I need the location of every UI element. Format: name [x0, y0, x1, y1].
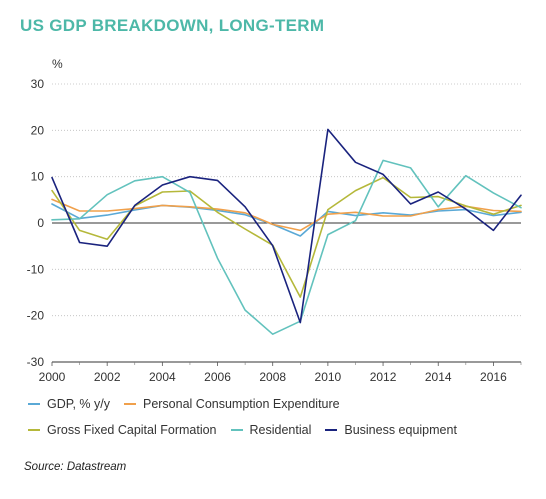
- legend-swatch: [230, 429, 243, 431]
- y-tick-label: 30: [31, 77, 45, 91]
- x-tick-label: 2004: [149, 370, 176, 384]
- legend-item-gdp: GDP, % y/y: [28, 397, 110, 411]
- series-line-business: [51, 128, 522, 324]
- series-line-residential: [51, 159, 522, 336]
- legend-swatch: [28, 403, 40, 405]
- legend-row: GDP, % y/y Personal Consumption Expenditu…: [28, 394, 528, 414]
- chart-title: US GDP BREAKDOWN, LONG-TERM: [20, 16, 325, 35]
- x-tick-label: 2010: [315, 370, 342, 384]
- series-line-gfcf: [51, 176, 522, 298]
- legend-item-residential: Residential: [230, 423, 312, 437]
- x-tick-label: 2012: [370, 370, 397, 384]
- legend-swatch: [123, 403, 136, 405]
- y-tick-label: 0: [37, 216, 44, 230]
- legend: GDP, % y/y Personal Consumption Expenditu…: [28, 394, 528, 446]
- x-tick-label: 2000: [39, 370, 66, 384]
- y-tick-label: -30: [27, 355, 45, 369]
- x-tick-label: 2008: [259, 370, 286, 384]
- y-tick-label: 10: [31, 170, 45, 184]
- y-tick-label: 20: [31, 123, 45, 137]
- x-tick-label: 2016: [480, 370, 507, 384]
- series-layer: [51, 128, 522, 336]
- legend-label: Residential: [249, 423, 312, 437]
- series-line-pce: [51, 198, 522, 232]
- legend-swatch: [28, 429, 40, 431]
- legend-row: Gross Fixed Capital Formation Residential…: [28, 420, 528, 440]
- legend-label: Business equipment: [344, 423, 457, 437]
- x-tick-label: 2014: [425, 370, 452, 384]
- source-note: Source: Datastream: [24, 461, 127, 473]
- y-tick-label: -10: [27, 262, 45, 276]
- legend-swatch: [325, 429, 338, 431]
- legend-label: Gross Fixed Capital Formation: [47, 423, 217, 437]
- y-tick-label: -20: [27, 309, 45, 323]
- y-axis-unit-label: %: [52, 57, 63, 71]
- legend-label: Personal Consumption Expenditure: [142, 397, 340, 411]
- legend-label: GDP, % y/y: [47, 397, 110, 411]
- legend-item-business: Business equipment: [325, 423, 457, 437]
- legend-item-pce: Personal Consumption Expenditure: [123, 397, 340, 411]
- x-tick-label: 2006: [204, 370, 231, 384]
- legend-item-gfcf: Gross Fixed Capital Formation: [28, 423, 217, 437]
- x-tick-label: 2002: [94, 370, 121, 384]
